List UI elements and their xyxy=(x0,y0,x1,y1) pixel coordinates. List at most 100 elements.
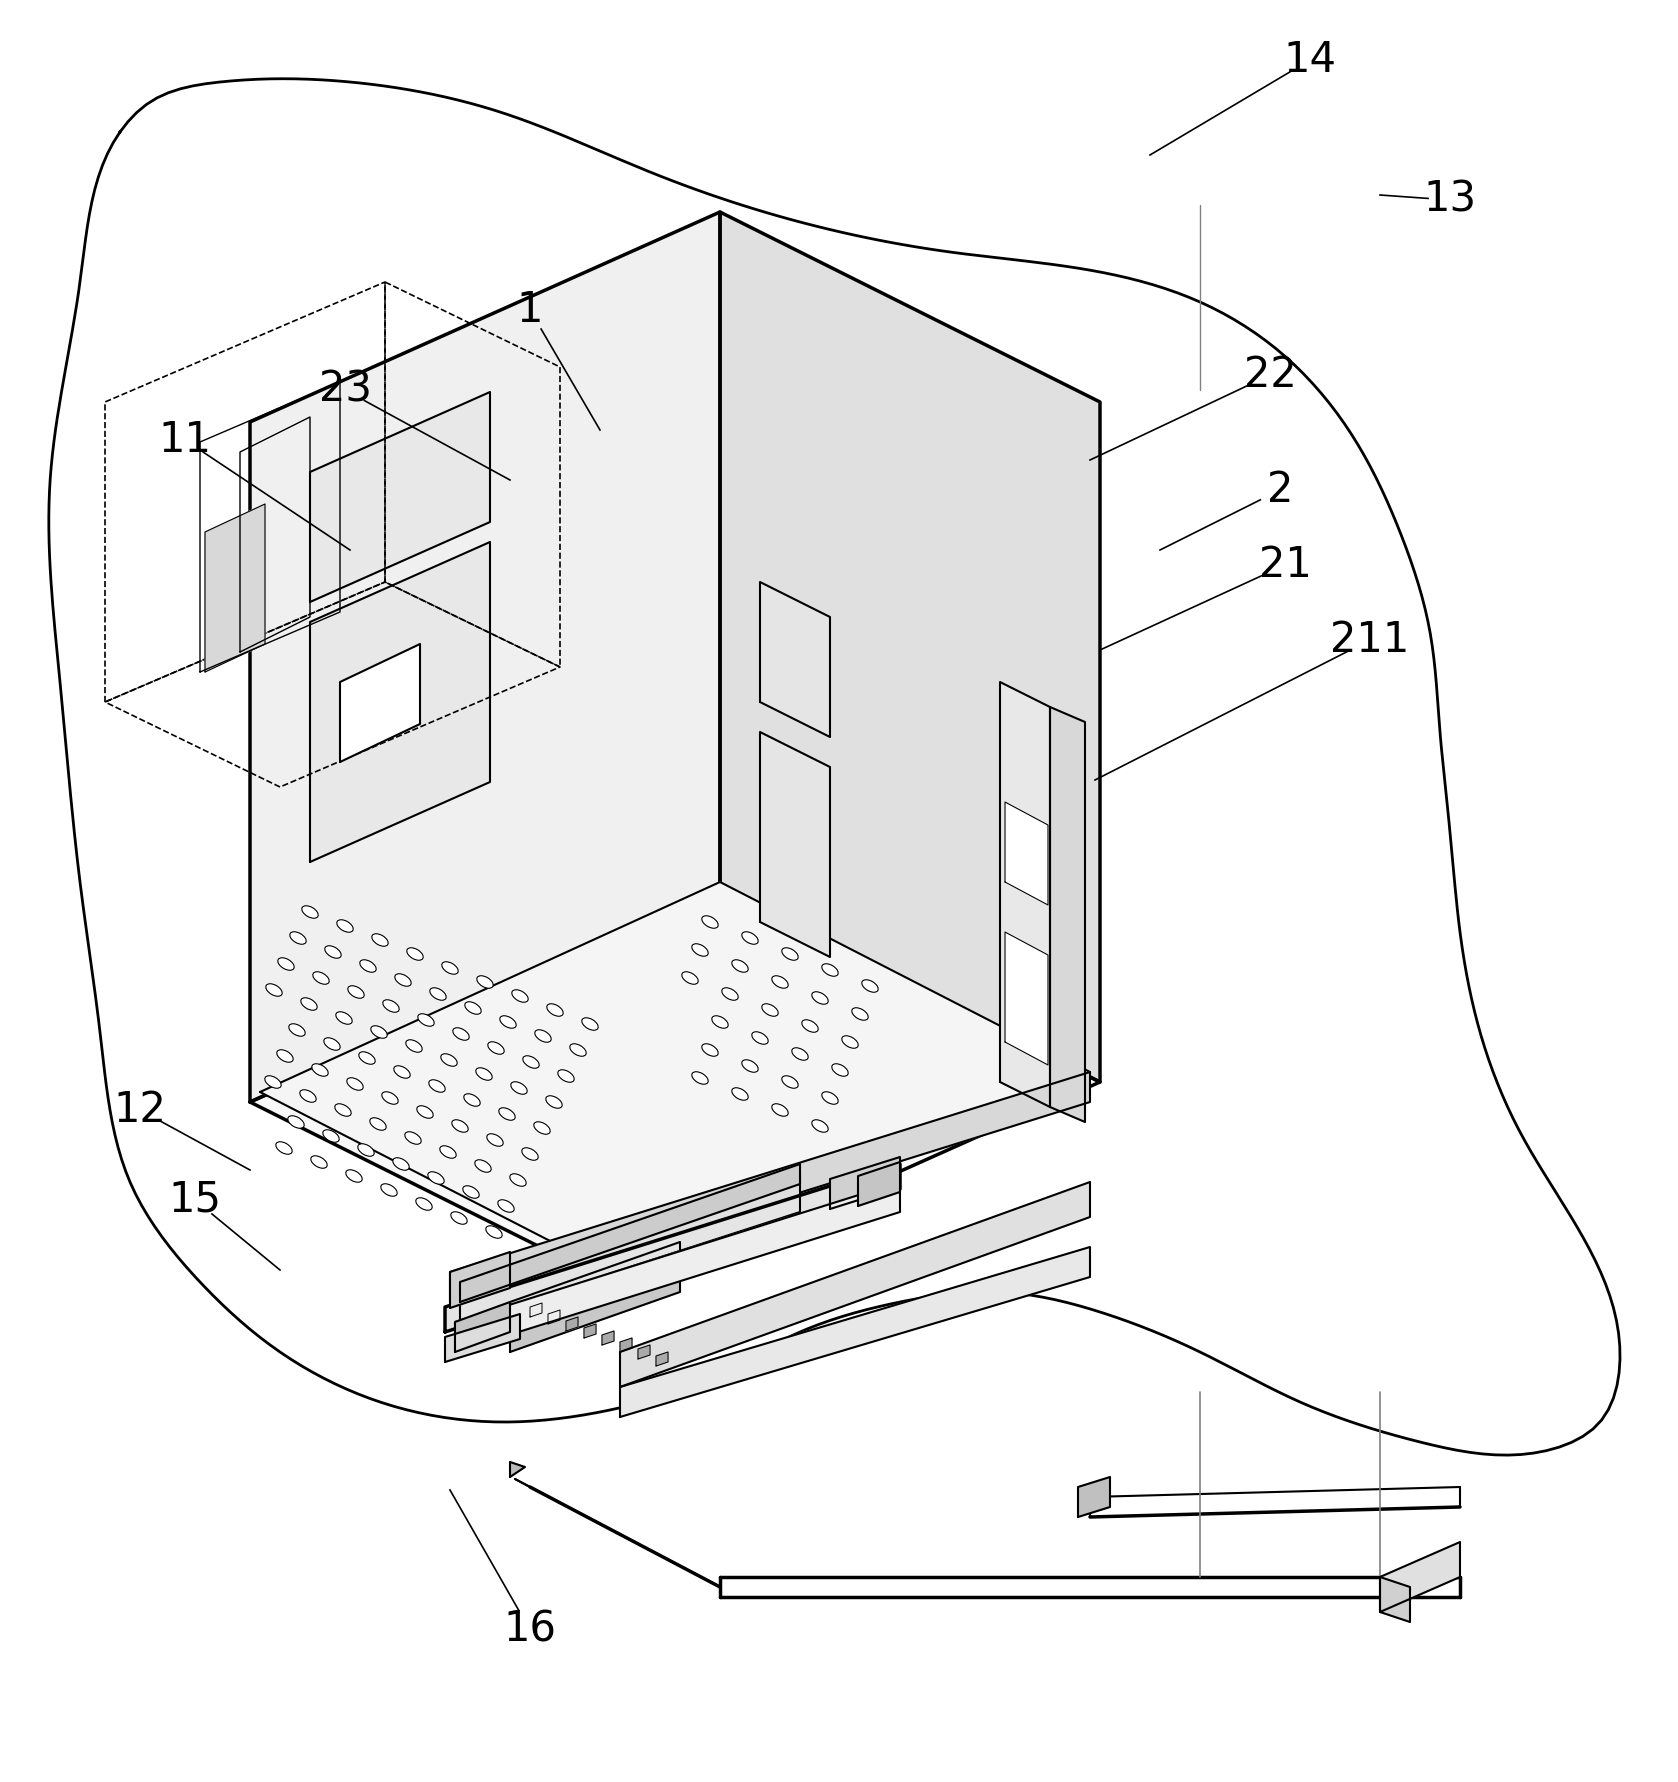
Text: 211: 211 xyxy=(1331,618,1410,661)
Polygon shape xyxy=(1379,1577,1410,1622)
Polygon shape xyxy=(1379,1541,1460,1613)
Ellipse shape xyxy=(547,1003,564,1016)
Polygon shape xyxy=(619,1181,1091,1386)
Ellipse shape xyxy=(498,1108,515,1121)
Ellipse shape xyxy=(477,977,493,989)
Ellipse shape xyxy=(289,1023,305,1037)
Polygon shape xyxy=(1005,932,1049,1066)
Polygon shape xyxy=(1050,707,1086,1123)
Ellipse shape xyxy=(701,1044,718,1057)
Text: 1: 1 xyxy=(517,289,544,331)
Ellipse shape xyxy=(369,1117,386,1130)
Ellipse shape xyxy=(465,1001,482,1014)
Text: 2: 2 xyxy=(1267,469,1294,511)
Ellipse shape xyxy=(498,1199,513,1212)
Ellipse shape xyxy=(451,1212,466,1224)
Ellipse shape xyxy=(310,1157,327,1169)
Ellipse shape xyxy=(524,1055,539,1067)
Polygon shape xyxy=(584,1324,596,1338)
Ellipse shape xyxy=(326,946,341,959)
Polygon shape xyxy=(455,1303,510,1353)
Polygon shape xyxy=(341,643,420,763)
Ellipse shape xyxy=(812,993,829,1005)
Ellipse shape xyxy=(742,932,758,944)
Polygon shape xyxy=(455,1181,899,1353)
Ellipse shape xyxy=(430,987,446,1000)
Ellipse shape xyxy=(373,934,388,946)
Ellipse shape xyxy=(312,971,329,984)
Polygon shape xyxy=(1005,802,1049,905)
Ellipse shape xyxy=(300,1091,315,1103)
Ellipse shape xyxy=(312,1064,329,1076)
Polygon shape xyxy=(510,1461,525,1477)
Ellipse shape xyxy=(832,1064,847,1076)
Ellipse shape xyxy=(691,944,708,957)
Polygon shape xyxy=(831,1157,899,1208)
Ellipse shape xyxy=(557,1069,574,1082)
Ellipse shape xyxy=(512,989,529,1001)
Ellipse shape xyxy=(289,1116,304,1128)
Ellipse shape xyxy=(782,1076,799,1089)
Ellipse shape xyxy=(347,985,364,998)
Ellipse shape xyxy=(290,932,305,944)
Polygon shape xyxy=(1000,683,1050,1107)
Ellipse shape xyxy=(371,1026,388,1039)
Polygon shape xyxy=(656,1353,668,1367)
Polygon shape xyxy=(760,583,831,738)
Ellipse shape xyxy=(336,1012,352,1025)
Ellipse shape xyxy=(428,1173,445,1185)
Polygon shape xyxy=(549,1310,560,1324)
Ellipse shape xyxy=(752,1032,769,1044)
Polygon shape xyxy=(310,542,490,862)
Ellipse shape xyxy=(545,1096,562,1108)
Polygon shape xyxy=(760,732,831,957)
Ellipse shape xyxy=(842,1035,857,1048)
Ellipse shape xyxy=(772,1103,789,1116)
Polygon shape xyxy=(460,1173,800,1322)
Ellipse shape xyxy=(383,1000,399,1012)
Text: 12: 12 xyxy=(114,1089,166,1132)
Polygon shape xyxy=(445,1164,899,1331)
Ellipse shape xyxy=(277,1050,294,1062)
Ellipse shape xyxy=(510,1174,527,1187)
Ellipse shape xyxy=(681,971,698,984)
Ellipse shape xyxy=(522,1148,539,1160)
Ellipse shape xyxy=(475,1160,492,1173)
Ellipse shape xyxy=(463,1185,480,1198)
Ellipse shape xyxy=(337,920,352,932)
Ellipse shape xyxy=(772,977,789,989)
Ellipse shape xyxy=(441,1053,456,1066)
Ellipse shape xyxy=(393,1158,409,1171)
Ellipse shape xyxy=(822,964,839,977)
Ellipse shape xyxy=(394,1066,409,1078)
Text: 16: 16 xyxy=(503,1609,557,1650)
Ellipse shape xyxy=(406,948,423,960)
Polygon shape xyxy=(1077,1477,1111,1516)
Ellipse shape xyxy=(404,1132,421,1144)
Text: 21: 21 xyxy=(1258,544,1312,586)
Ellipse shape xyxy=(416,1198,433,1210)
Ellipse shape xyxy=(822,1092,839,1105)
Ellipse shape xyxy=(359,960,376,973)
Ellipse shape xyxy=(782,948,799,960)
Ellipse shape xyxy=(510,1082,527,1094)
Ellipse shape xyxy=(711,1016,728,1028)
Text: 15: 15 xyxy=(168,1180,221,1221)
Ellipse shape xyxy=(762,1003,779,1016)
Ellipse shape xyxy=(394,973,411,985)
Ellipse shape xyxy=(279,957,294,969)
Ellipse shape xyxy=(322,1130,339,1142)
Ellipse shape xyxy=(451,1119,468,1132)
Ellipse shape xyxy=(742,1060,758,1073)
Ellipse shape xyxy=(571,1044,586,1057)
Ellipse shape xyxy=(406,1039,423,1051)
Ellipse shape xyxy=(691,1071,708,1083)
Ellipse shape xyxy=(359,1051,376,1064)
Ellipse shape xyxy=(346,1169,362,1181)
Ellipse shape xyxy=(347,1078,362,1091)
Polygon shape xyxy=(857,1162,899,1206)
Polygon shape xyxy=(250,212,720,1101)
Ellipse shape xyxy=(324,1037,341,1050)
Text: 14: 14 xyxy=(1284,39,1336,80)
Polygon shape xyxy=(565,1317,577,1331)
